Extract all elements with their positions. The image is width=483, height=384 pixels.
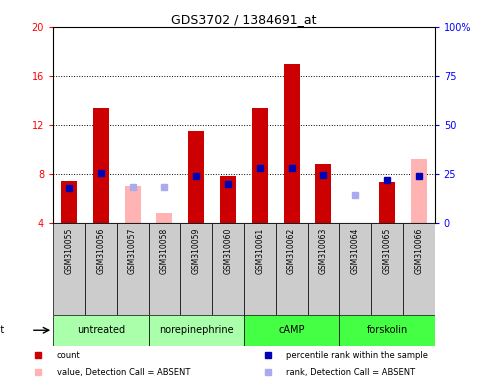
- Bar: [339, 223, 371, 315]
- Bar: [315, 164, 331, 223]
- Bar: [156, 213, 172, 223]
- Text: untreated: untreated: [77, 325, 125, 335]
- Bar: [276, 223, 308, 315]
- Bar: [180, 223, 212, 315]
- Bar: [85, 223, 117, 315]
- Text: percentile rank within the sample: percentile rank within the sample: [286, 351, 428, 360]
- Bar: [220, 176, 236, 223]
- Text: GSM310061: GSM310061: [256, 227, 264, 273]
- Text: norepinephrine: norepinephrine: [159, 325, 234, 335]
- Text: GSM310057: GSM310057: [128, 227, 137, 274]
- Text: value, Detection Call = ABSENT: value, Detection Call = ABSENT: [57, 368, 190, 377]
- Title: GDS3702 / 1384691_at: GDS3702 / 1384691_at: [171, 13, 317, 26]
- Text: GSM310058: GSM310058: [160, 227, 169, 273]
- Bar: [379, 182, 395, 223]
- Text: GSM310055: GSM310055: [65, 227, 73, 274]
- Bar: [212, 223, 244, 315]
- Text: cAMP: cAMP: [278, 325, 305, 335]
- Bar: [149, 223, 180, 315]
- Bar: [244, 315, 339, 346]
- Bar: [53, 223, 85, 315]
- Text: GSM310056: GSM310056: [96, 227, 105, 274]
- Bar: [188, 131, 204, 223]
- Text: GSM310060: GSM310060: [224, 227, 232, 274]
- Text: GSM310065: GSM310065: [383, 227, 392, 274]
- Bar: [244, 223, 276, 315]
- Text: count: count: [57, 351, 80, 360]
- Bar: [284, 64, 299, 223]
- Bar: [339, 315, 435, 346]
- Text: GSM310059: GSM310059: [192, 227, 201, 274]
- Bar: [125, 186, 141, 223]
- Text: GSM310063: GSM310063: [319, 227, 328, 274]
- Bar: [53, 315, 149, 346]
- Bar: [117, 223, 149, 315]
- Text: GSM310062: GSM310062: [287, 227, 296, 273]
- Bar: [347, 223, 363, 225]
- Bar: [93, 108, 109, 223]
- Text: rank, Detection Call = ABSENT: rank, Detection Call = ABSENT: [286, 368, 415, 377]
- Bar: [308, 223, 339, 315]
- Bar: [61, 181, 77, 223]
- Text: GSM310066: GSM310066: [414, 227, 423, 274]
- Bar: [403, 223, 435, 315]
- Text: GSM310064: GSM310064: [351, 227, 360, 274]
- Bar: [411, 159, 427, 223]
- Bar: [149, 315, 244, 346]
- Bar: [252, 108, 268, 223]
- Text: agent: agent: [0, 325, 5, 335]
- Bar: [371, 223, 403, 315]
- Text: forskolin: forskolin: [367, 325, 408, 335]
